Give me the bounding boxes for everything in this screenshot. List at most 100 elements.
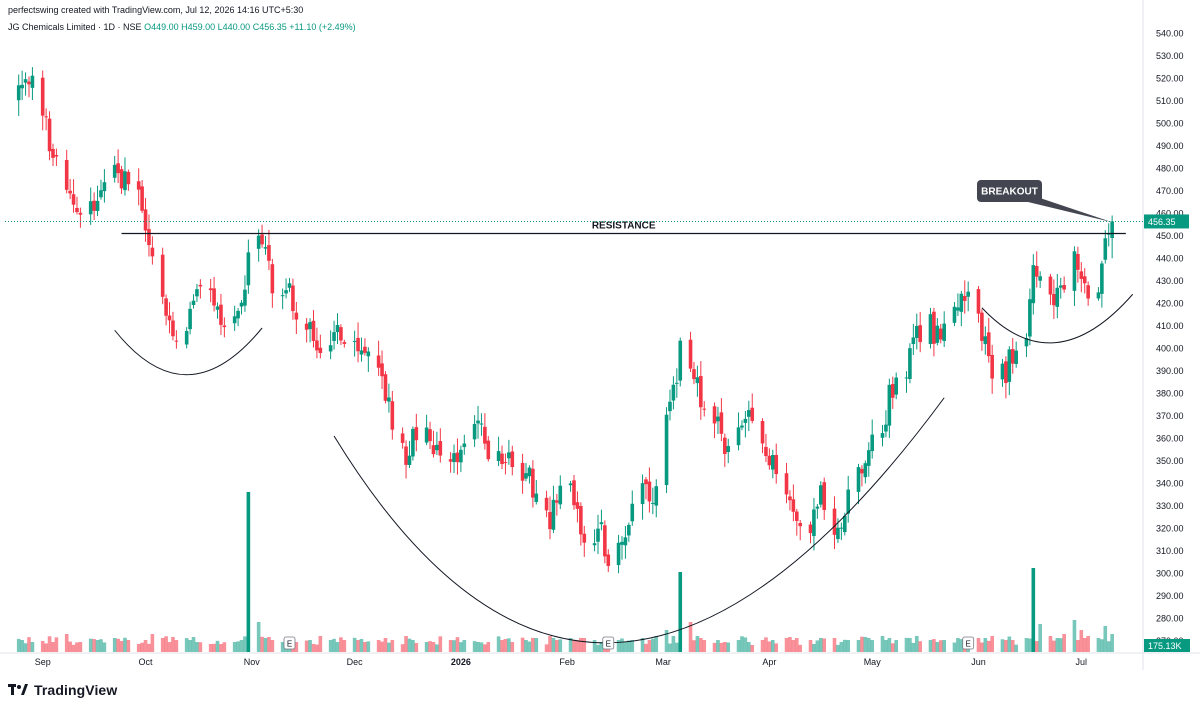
candle-body (524, 473, 528, 479)
volume-bar (620, 638, 624, 652)
volume-bar (990, 636, 994, 652)
volume-bar (818, 638, 823, 652)
candle-body (404, 446, 408, 465)
candle-body (548, 511, 552, 530)
earnings-marker[interactable]: E (602, 636, 615, 650)
candle-body (842, 515, 847, 533)
candle-body (822, 482, 827, 510)
candle-body (856, 467, 861, 492)
volume-bar (92, 639, 96, 652)
candle-body (246, 252, 251, 286)
candle-body (1072, 251, 1077, 291)
volume-bar (695, 636, 700, 652)
volume-bar (1100, 639, 1104, 652)
volume-bar (880, 636, 885, 652)
time-tick-label: Apr (762, 657, 776, 667)
price-tick-label: 520.00 (1156, 73, 1184, 83)
volume-bar (390, 640, 395, 652)
candle-body (815, 506, 820, 509)
earnings-marker[interactable]: E (283, 636, 296, 650)
candle-body (23, 79, 28, 83)
volume-bar (740, 636, 744, 652)
candle-body (952, 306, 957, 323)
volume-bar (568, 638, 573, 652)
volume-bar (280, 642, 285, 652)
volume-bar (976, 638, 981, 652)
volume-bar (376, 640, 381, 652)
volume-bar (263, 638, 268, 652)
candle-body (123, 171, 127, 191)
candle-body (304, 323, 309, 330)
candle-body (356, 337, 360, 352)
candle-body (236, 310, 240, 319)
volume-bar (938, 640, 943, 652)
volume-bar (579, 637, 583, 652)
candle-body (366, 351, 371, 357)
volume-bar (246, 492, 251, 652)
candle-body (644, 479, 648, 485)
volume-bar (239, 640, 244, 652)
candle-body (119, 169, 124, 189)
volume-bar (558, 639, 563, 652)
volume-bar (904, 637, 909, 652)
volume-bar (822, 638, 827, 652)
tradingview-brand[interactable]: TradingView (8, 682, 117, 698)
price-tick-label: 540.00 (1156, 28, 1184, 38)
volume-bar (1076, 639, 1080, 652)
candle-body (486, 440, 491, 460)
candle-body (962, 296, 967, 301)
candle-body (616, 542, 621, 566)
volume-bar (743, 637, 748, 652)
candle-body (1048, 276, 1053, 295)
candle-body (27, 81, 31, 85)
time-tick-label: Dec (347, 657, 364, 667)
volume-bar (702, 640, 707, 652)
candle-body (788, 496, 792, 501)
volume-bar (99, 639, 103, 652)
candle-body (479, 423, 484, 425)
candle-body (256, 235, 261, 249)
volume-bar (1072, 620, 1077, 652)
volume-bar (16, 638, 21, 652)
earnings-marker-label: E (287, 640, 292, 649)
candle-body (630, 503, 635, 522)
volume-bar (651, 638, 655, 652)
volume-bar (771, 640, 775, 652)
volume-bar (448, 640, 453, 652)
volume-bar (832, 638, 837, 652)
volume-bar (551, 637, 556, 652)
candle-body (30, 75, 35, 88)
candle-body (527, 467, 532, 477)
candle-body (503, 462, 508, 464)
volume-bar (294, 642, 299, 652)
last-volume-tag (1144, 639, 1190, 652)
volume-bar (339, 637, 343, 652)
earnings-marker[interactable]: E (962, 636, 975, 650)
candle-body (980, 312, 984, 341)
candle-body (551, 499, 556, 530)
volume-bar (452, 640, 456, 652)
volume-bar (935, 642, 940, 652)
candle-body (459, 449, 463, 463)
volume-bar (215, 640, 220, 652)
time-tick-label: May (864, 657, 882, 667)
price-tick-label: 490.00 (1156, 141, 1184, 151)
candle-body (44, 116, 48, 118)
candle-body (726, 446, 731, 452)
price-tick-label: 440.00 (1156, 253, 1184, 263)
price-tick-label: 370.00 (1156, 411, 1184, 421)
candle-body (431, 445, 436, 455)
volume-bar (143, 640, 148, 652)
candle-body (808, 524, 813, 534)
candle-body (1028, 299, 1032, 337)
candle-body (832, 508, 837, 535)
candle-body (171, 320, 175, 337)
volume-bar (836, 644, 840, 652)
volume-bar (1038, 624, 1042, 652)
volume-bar (171, 637, 175, 652)
volume-bar (1106, 641, 1111, 652)
volume-bar (719, 642, 724, 652)
volume-bar (774, 643, 779, 652)
volume-bar (675, 642, 679, 652)
